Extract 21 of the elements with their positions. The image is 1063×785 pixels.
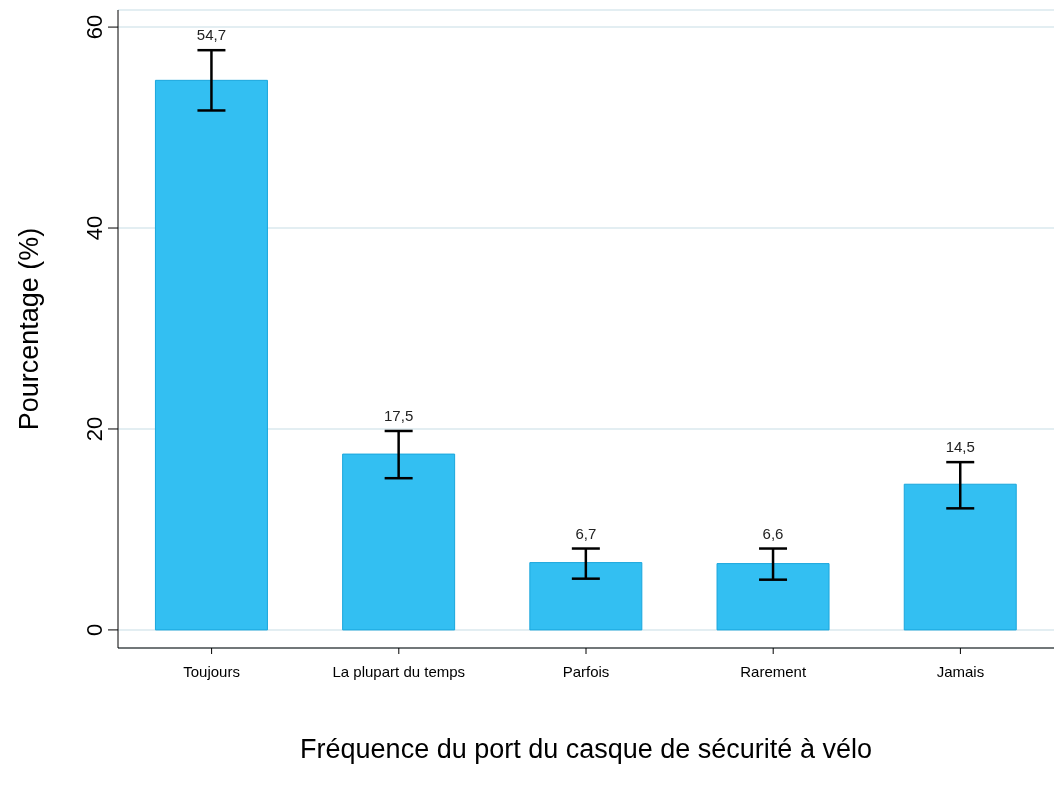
data-label: 6,6: [762, 524, 784, 542]
data-label: 14,5: [945, 438, 975, 456]
data-label: 54,7: [196, 26, 227, 44]
y-tick-label: 40: [82, 215, 107, 241]
bar: [154, 79, 268, 631]
bar: [342, 453, 456, 631]
bar: [529, 562, 643, 631]
x-tick-label: Parfois: [562, 662, 610, 680]
data-label: 17,5: [384, 406, 414, 424]
bar: [716, 563, 830, 631]
x-tick-label: Rarement: [740, 662, 807, 680]
y-axis-title: Pourcentage (%): [13, 227, 44, 431]
bar: [903, 483, 1017, 631]
x-tick-label: La plupart du temps: [332, 662, 466, 680]
y-tick-label: 20: [82, 416, 107, 442]
x-tick-label: Toujours: [183, 662, 240, 680]
x-tick-label: Jamais: [936, 662, 985, 680]
y-tick-label: 0: [82, 623, 107, 637]
data-label: 6,7: [575, 524, 597, 542]
y-tick-label: 60: [82, 14, 107, 40]
x-axis-title: Fréquence du port du casque de sécurité à vélo: [300, 734, 872, 764]
